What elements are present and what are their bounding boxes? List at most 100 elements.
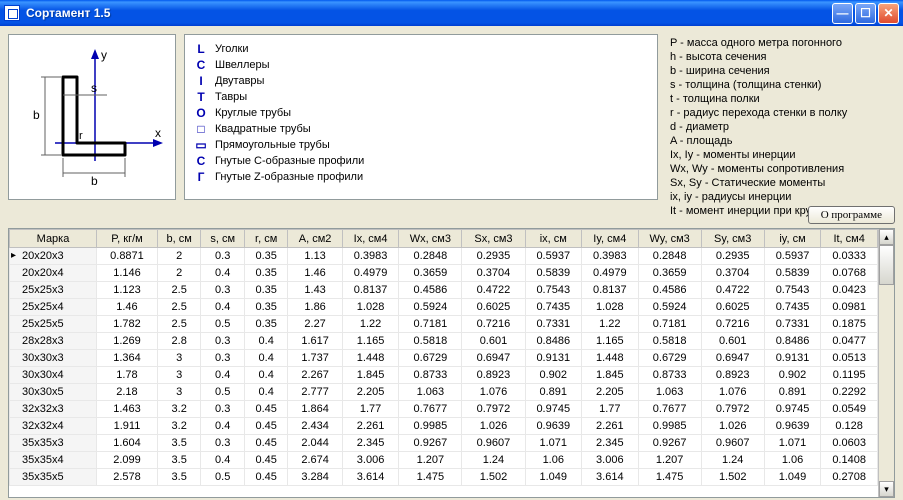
about-button[interactable]: О программе	[808, 206, 895, 224]
table-cell: 1.845	[342, 367, 399, 384]
table-cell: 3.614	[342, 469, 399, 486]
scroll-up-arrow[interactable]: ▴	[879, 229, 894, 245]
scroll-thumb[interactable]	[879, 245, 894, 285]
table-cell: 0.4	[244, 384, 288, 401]
table-row[interactable]: 25x25x31.1232.50.30.351.430.81370.45860.…	[10, 282, 878, 299]
column-header[interactable]: Sy, см3	[701, 230, 764, 248]
table-cell: 1.165	[342, 333, 399, 350]
vertical-scrollbar[interactable]: ▴ ▾	[878, 229, 894, 497]
column-header[interactable]: Ix, см4	[342, 230, 399, 248]
profile-type-icon: ▭	[193, 138, 209, 152]
table-cell: 0.8923	[462, 367, 525, 384]
profile-type-item[interactable]: LУголки	[193, 41, 649, 57]
column-header[interactable]: Sx, см3	[462, 230, 525, 248]
profile-type-list: LУголкиCШвеллерыIДвутаврыTТаврыOКруглые …	[184, 34, 658, 200]
column-header[interactable]: Марка	[10, 230, 97, 248]
profile-type-item[interactable]: OКруглые трубы	[193, 105, 649, 121]
table-cell: 0.5	[201, 469, 245, 486]
data-grid: МаркаP, кг/мb, смs, смr, смA, см2Ix, см4…	[8, 228, 895, 498]
table-cell: 0.35	[244, 316, 288, 333]
table-cell: 0.2708	[821, 469, 878, 486]
profile-type-icon: Г	[193, 170, 209, 184]
table-cell: 0.9985	[399, 418, 462, 435]
table-row[interactable]: 30x30x41.7830.40.42.2671.8450.87330.8923…	[10, 367, 878, 384]
scroll-down-arrow[interactable]: ▾	[879, 481, 894, 497]
close-button[interactable]: ✕	[878, 3, 899, 24]
profile-type-item[interactable]: CГнутые С-образные профили	[193, 153, 649, 169]
table-row[interactable]: 32x32x41.9113.20.40.452.4342.2610.99851.…	[10, 418, 878, 435]
column-header[interactable]: ix, см	[525, 230, 582, 248]
column-header[interactable]: s, см	[201, 230, 245, 248]
table-cell: 1.46	[288, 265, 342, 282]
table-row[interactable]: 30x30x31.36430.30.41.7371.4480.67290.694…	[10, 350, 878, 367]
table-cell: 2.205	[582, 384, 639, 401]
table-cell: 3.006	[582, 452, 639, 469]
profile-type-item[interactable]: ▭ Прямоугольные трубы	[193, 137, 649, 153]
window-title: Сортамент 1.5	[26, 6, 832, 20]
table-row[interactable]: 35x35x31.6043.50.30.452.0442.3450.92670.…	[10, 435, 878, 452]
table-cell: 0.0477	[821, 333, 878, 350]
table-cell: 1.448	[582, 350, 639, 367]
table-cell: 1.845	[582, 367, 639, 384]
minimize-button[interactable]: —	[832, 3, 853, 24]
profile-type-item[interactable]: ГГнутые Z-образные профили	[193, 169, 649, 185]
table-cell: 0.3659	[638, 265, 701, 282]
table-row[interactable]: 25x25x51.7822.50.50.352.271.220.71810.72…	[10, 316, 878, 333]
table-cell: 2.5	[157, 282, 201, 299]
table-cell: 1.06	[764, 452, 821, 469]
table-row[interactable]: 35x35x52.5783.50.50.453.2843.6141.4751.5…	[10, 469, 878, 486]
column-header[interactable]: b, см	[157, 230, 201, 248]
maximize-button[interactable]: ☐	[855, 3, 876, 24]
table-cell: 0.4979	[582, 265, 639, 282]
column-header[interactable]: iy, см	[764, 230, 821, 248]
table-cell: 0.7972	[701, 401, 764, 418]
svg-text:y: y	[101, 48, 107, 62]
column-header[interactable]: P, кг/м	[97, 230, 158, 248]
table-cell: 0.2935	[701, 248, 764, 265]
table-cell: 2.5	[157, 299, 201, 316]
table-cell: 0.7181	[399, 316, 462, 333]
svg-text:r: r	[79, 130, 83, 142]
table-cell: 1.502	[462, 469, 525, 486]
profile-type-item[interactable]: IДвутавры	[193, 73, 649, 89]
table-cell: 3.614	[582, 469, 639, 486]
profile-type-item[interactable]: CШвеллеры	[193, 57, 649, 73]
symbols-legend: P - масса одного метра погонногоh - высо…	[666, 34, 895, 200]
table-row[interactable]: 35x35x42.0993.50.40.452.6743.0061.2071.2…	[10, 452, 878, 469]
table-row[interactable]: 28x28x31.2692.80.30.41.6171.1650.58180.6…	[10, 333, 878, 350]
column-header[interactable]: r, см	[244, 230, 288, 248]
table-cell: 0.7677	[399, 401, 462, 418]
profile-type-item[interactable]: □Квадратные трубы	[193, 121, 649, 137]
table-cell: 0.8486	[764, 333, 821, 350]
table-cell: 35x35x4	[10, 452, 97, 469]
table-row[interactable]: 20x20x41.14620.40.351.460.49790.36590.37…	[10, 265, 878, 282]
table-row[interactable]: 32x32x31.4633.20.30.451.8641.770.76770.7…	[10, 401, 878, 418]
profile-type-label: Швеллеры	[215, 59, 270, 71]
table-cell: 0.0423	[821, 282, 878, 299]
legend-line: ix, iy - радиусы инерции	[670, 190, 891, 204]
column-header[interactable]: Wy, см3	[638, 230, 701, 248]
table-cell: 0.9745	[764, 401, 821, 418]
table-cell: 1.076	[701, 384, 764, 401]
table-cell: 0.7216	[701, 316, 764, 333]
column-header[interactable]: Iy, см4	[582, 230, 639, 248]
profile-type-label: Прямоугольные трубы	[215, 139, 330, 151]
table-row[interactable]: 30x30x52.1830.50.42.7772.2051.0631.0760.…	[10, 384, 878, 401]
column-header[interactable]: A, см2	[288, 230, 342, 248]
table-cell: 0.9267	[399, 435, 462, 452]
table-cell: 0.3	[201, 350, 245, 367]
table-row[interactable]: 25x25x41.462.50.40.351.861.0280.59240.60…	[10, 299, 878, 316]
table-cell: 0.4	[244, 350, 288, 367]
table-cell: 0.3	[201, 333, 245, 350]
column-header[interactable]: Wx, см3	[399, 230, 462, 248]
table-cell: 2.205	[342, 384, 399, 401]
table-cell: 1.737	[288, 350, 342, 367]
table-cell: 2.27	[288, 316, 342, 333]
table-cell: 3.006	[342, 452, 399, 469]
table-cell: 0.8733	[399, 367, 462, 384]
table-cell: 1.78	[97, 367, 158, 384]
profile-type-item[interactable]: TТавры	[193, 89, 649, 105]
column-header[interactable]: It, см4	[821, 230, 878, 248]
profile-type-icon: T	[193, 90, 209, 104]
table-row[interactable]: 20x20x30.887120.30.351.130.39830.28480.2…	[10, 248, 878, 265]
